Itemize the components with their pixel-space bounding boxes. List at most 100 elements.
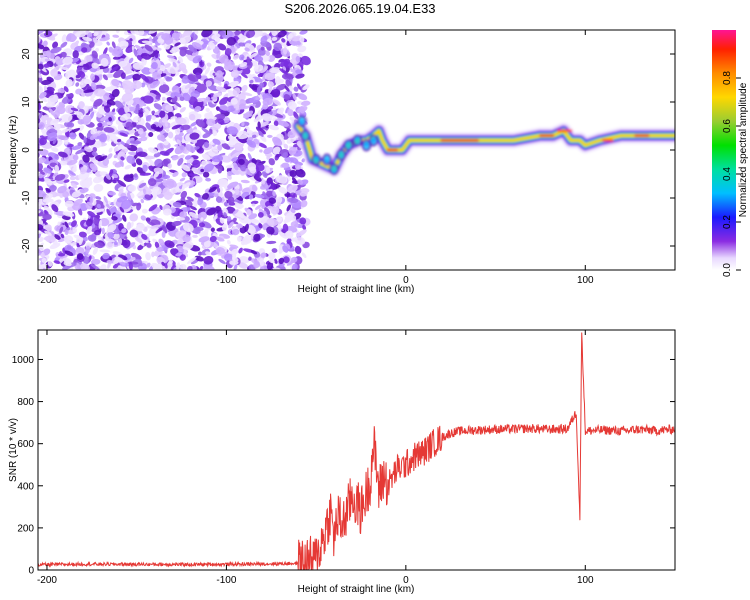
noise-blob: [171, 220, 182, 227]
noise-blob: [219, 31, 226, 36]
noise-blob: [153, 250, 160, 256]
snr-background: [38, 330, 675, 570]
noise-blob: [194, 196, 198, 200]
noise-blob: [181, 172, 187, 178]
noise-blob: [230, 97, 238, 105]
noise-blob: [38, 122, 45, 130]
noise-blob: [145, 251, 151, 261]
noise-blob: [84, 146, 93, 153]
noise-blob: [106, 99, 116, 106]
noise-blob: [205, 80, 213, 87]
noise-blob: [230, 30, 237, 33]
noise-blob: [215, 196, 223, 203]
noise-blob: [294, 164, 302, 170]
noise-blob: [170, 116, 178, 120]
noise-blob: [192, 67, 203, 76]
noise-blob: [91, 151, 98, 157]
noise-blob: [230, 69, 240, 78]
noise-blob: [258, 223, 263, 229]
noise-blob: [63, 86, 69, 93]
noise-blob: [137, 128, 144, 135]
noise-blob: [95, 196, 102, 200]
snr-x-label: Height of straight line (km): [298, 584, 415, 595]
noise-blob: [94, 84, 106, 90]
noise-blob: [278, 231, 288, 239]
noise-blob: [203, 255, 214, 265]
snr-y-ticks: 0 200 400 600 800 1000: [12, 355, 675, 577]
noise-blob: [154, 158, 164, 168]
noise-blob: [129, 140, 142, 145]
noise-blob: [265, 50, 270, 57]
noise-blob: [145, 122, 152, 131]
noise-blob: [192, 234, 198, 238]
noise-blob: [137, 244, 144, 251]
noise-blob: [167, 163, 172, 169]
noise-blob: [249, 79, 254, 84]
noise-blob: [248, 52, 259, 59]
noise-blob: [150, 123, 157, 130]
noise-blob: [283, 61, 293, 68]
noise-blob: [251, 203, 256, 207]
noise-blob: [179, 264, 187, 270]
noise-blob: [79, 166, 88, 175]
noise-blob: [138, 233, 143, 239]
noise-blob: [135, 223, 145, 232]
noise-blob: [132, 73, 141, 81]
noise-blob: [198, 222, 206, 228]
noise-blob: [210, 227, 215, 232]
noise-blob: [63, 179, 70, 183]
noise-blob: [77, 207, 83, 216]
noise-blob: [102, 252, 110, 260]
noise-blob: [171, 124, 181, 130]
noise-blob: [271, 88, 281, 98]
noise-blob: [271, 248, 278, 253]
noise-blob: [286, 260, 295, 266]
noise-blob: [108, 147, 113, 153]
noise-blob: [90, 82, 97, 91]
noise-blob: [282, 152, 289, 158]
noise-blob: [161, 231, 166, 239]
noise-blob: [131, 80, 143, 90]
noise-blob: [176, 245, 184, 251]
noise-blob: [125, 121, 134, 131]
noise-blob: [139, 172, 152, 176]
noise-blob: [289, 157, 299, 164]
noise-blob: [166, 55, 175, 59]
noise-blob: [226, 105, 236, 113]
noise-blob: [116, 138, 122, 143]
noise-blob: [93, 88, 106, 97]
y-tick-label: 0: [28, 566, 34, 577]
noise-blob: [215, 236, 225, 242]
noise-blob: [299, 217, 307, 225]
noise-blob: [266, 134, 273, 138]
noise-blob: [291, 263, 298, 270]
noise-blob: [255, 126, 266, 135]
noise-blob: [238, 42, 246, 47]
noise-blob: [130, 252, 142, 260]
noise-blob: [124, 236, 128, 240]
noise-blob: [175, 252, 183, 257]
noise-blob: [38, 203, 43, 210]
noise-blob: [61, 34, 67, 44]
noise-blob: [226, 216, 232, 222]
noise-blob: [228, 221, 234, 229]
noise-blob: [269, 67, 282, 74]
noise-blob: [66, 34, 72, 42]
noise-blob: [151, 251, 155, 258]
x-tick-label: 0: [403, 275, 409, 286]
noise-blob: [192, 55, 202, 64]
noise-blob: [239, 256, 250, 264]
noise-blob: [165, 104, 174, 112]
noise-blob: [290, 208, 296, 214]
noise-blob: [170, 92, 176, 99]
noise-blob: [108, 46, 114, 53]
noise-blob: [189, 113, 196, 121]
noise-blob: [255, 204, 262, 210]
noise-blob: [144, 194, 152, 200]
noise-blob: [110, 65, 119, 73]
noise-blob: [154, 241, 160, 249]
noise-blob: [173, 92, 183, 98]
noise-blob: [293, 111, 299, 120]
noise-blob: [151, 115, 156, 121]
noise-blob: [218, 258, 226, 265]
